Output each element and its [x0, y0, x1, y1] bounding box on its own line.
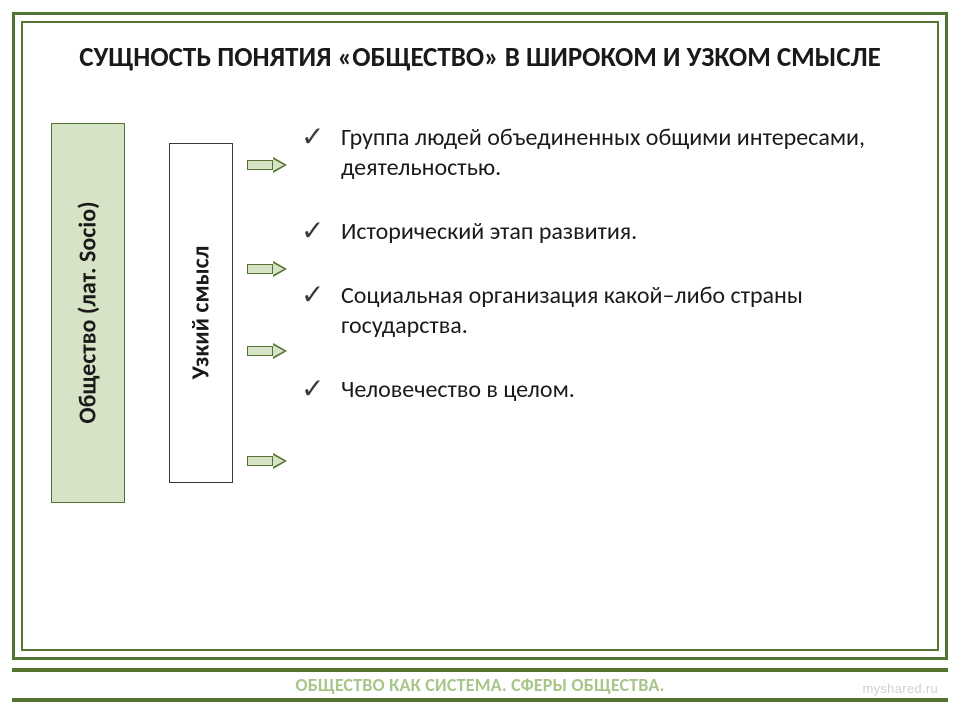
bullet-text: Исторический этап развития. [341, 217, 637, 246]
watermark-text: myshared.ru [862, 681, 938, 696]
checkmark-icon: ✓ [301, 119, 324, 154]
arrow-shaft [247, 264, 273, 274]
arrow-icon [247, 261, 287, 277]
checkmark-icon: ✓ [301, 277, 324, 312]
arrow-column [247, 143, 287, 483]
bullet-text: Группа людей объединенных общими интерес… [341, 123, 865, 182]
bullet-item: ✓Исторический этап развития. [301, 217, 909, 247]
arrow-icon [247, 453, 287, 469]
footer-band: ОБЩЕСТВО КАК СИСТЕМА. СФЕРЫ ОБЩЕСТВА. [12, 668, 948, 702]
society-latin-label: Общество (лат. Socio) [74, 202, 103, 424]
bullet-list: ✓ Группа людей объединенных общими интере… [301, 123, 909, 439]
inner-frame: СУЩНОСТЬ ПОНЯТИЯ «ОБЩЕСТВО» В ШИРОКОМ И … [21, 21, 939, 651]
outer-frame: СУЩНОСТЬ ПОНЯТИЯ «ОБЩЕСТВО» В ШИРОКОМ И … [12, 12, 948, 660]
checkmark-icon: ✓ [301, 371, 324, 406]
arrow-icon [247, 343, 287, 359]
bullet-item: ✓Социальная организация какой–либо стран… [301, 281, 909, 341]
arrow-head-fill [273, 455, 284, 467]
arrow-shaft [247, 346, 273, 356]
slide-title: СУЩНОСТЬ ПОНЯТИЯ «ОБЩЕСТВО» В ШИРОКОМ И … [51, 41, 909, 75]
content-area: Общество (лат. Socio) Узкий смысл ✓ Групп… [51, 123, 909, 543]
arrow-shaft [247, 160, 273, 170]
arrow-head-fill [273, 263, 284, 275]
society-latin-box: Общество (лат. Socio) [51, 123, 125, 503]
arrow-head-fill [273, 345, 284, 357]
arrow-head-fill [273, 159, 284, 171]
arrow-icon [247, 157, 287, 173]
narrow-sense-label: Узкий смысл [187, 246, 216, 380]
arrow-shaft [247, 456, 273, 466]
bullet-item: ✓Группа людей объединенных общими интере… [301, 123, 909, 183]
narrow-sense-box: Узкий смысл [169, 143, 233, 483]
checkmark-icon: ✓ [301, 213, 324, 248]
bullet-item: ✓Человечество в целом. [301, 375, 909, 405]
footer-text: ОБЩЕСТВО КАК СИСТЕМА. СФЕРЫ ОБЩЕСТВА. [295, 674, 664, 696]
bullet-text: Человечество в целом. [341, 375, 575, 404]
bullet-text: Социальная организация какой–либо страны… [341, 281, 803, 340]
